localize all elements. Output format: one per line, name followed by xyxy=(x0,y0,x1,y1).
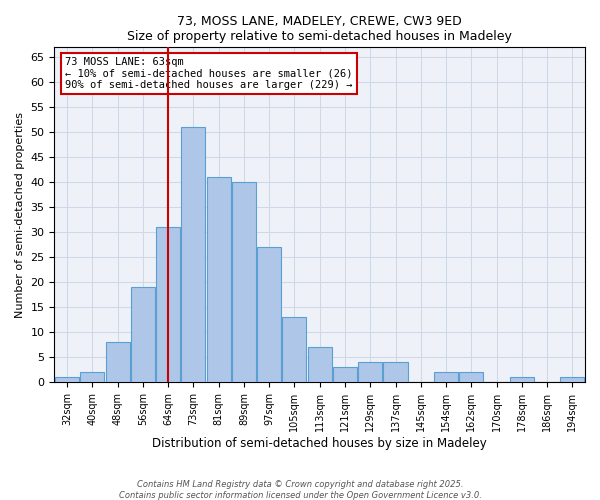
Bar xyxy=(55,378,79,382)
Bar xyxy=(106,342,130,382)
X-axis label: Distribution of semi-detached houses by size in Madeley: Distribution of semi-detached houses by … xyxy=(152,437,487,450)
Bar xyxy=(434,372,458,382)
Bar xyxy=(560,378,584,382)
Bar xyxy=(459,372,484,382)
Bar xyxy=(510,378,534,382)
Bar xyxy=(156,227,180,382)
Bar xyxy=(181,127,205,382)
Bar xyxy=(206,177,230,382)
Text: Contains HM Land Registry data © Crown copyright and database right 2025.
Contai: Contains HM Land Registry data © Crown c… xyxy=(119,480,481,500)
Text: 73 MOSS LANE: 63sqm
← 10% of semi-detached houses are smaller (26)
90% of semi-d: 73 MOSS LANE: 63sqm ← 10% of semi-detach… xyxy=(65,57,353,90)
Bar xyxy=(131,288,155,382)
Y-axis label: Number of semi-detached properties: Number of semi-detached properties xyxy=(15,112,25,318)
Bar xyxy=(308,348,332,382)
Bar xyxy=(232,182,256,382)
Bar xyxy=(333,368,357,382)
Title: 73, MOSS LANE, MADELEY, CREWE, CW3 9ED
Size of property relative to semi-detache: 73, MOSS LANE, MADELEY, CREWE, CW3 9ED S… xyxy=(127,15,512,43)
Bar xyxy=(80,372,104,382)
Bar xyxy=(257,248,281,382)
Bar xyxy=(383,362,407,382)
Bar xyxy=(358,362,382,382)
Bar xyxy=(283,318,307,382)
